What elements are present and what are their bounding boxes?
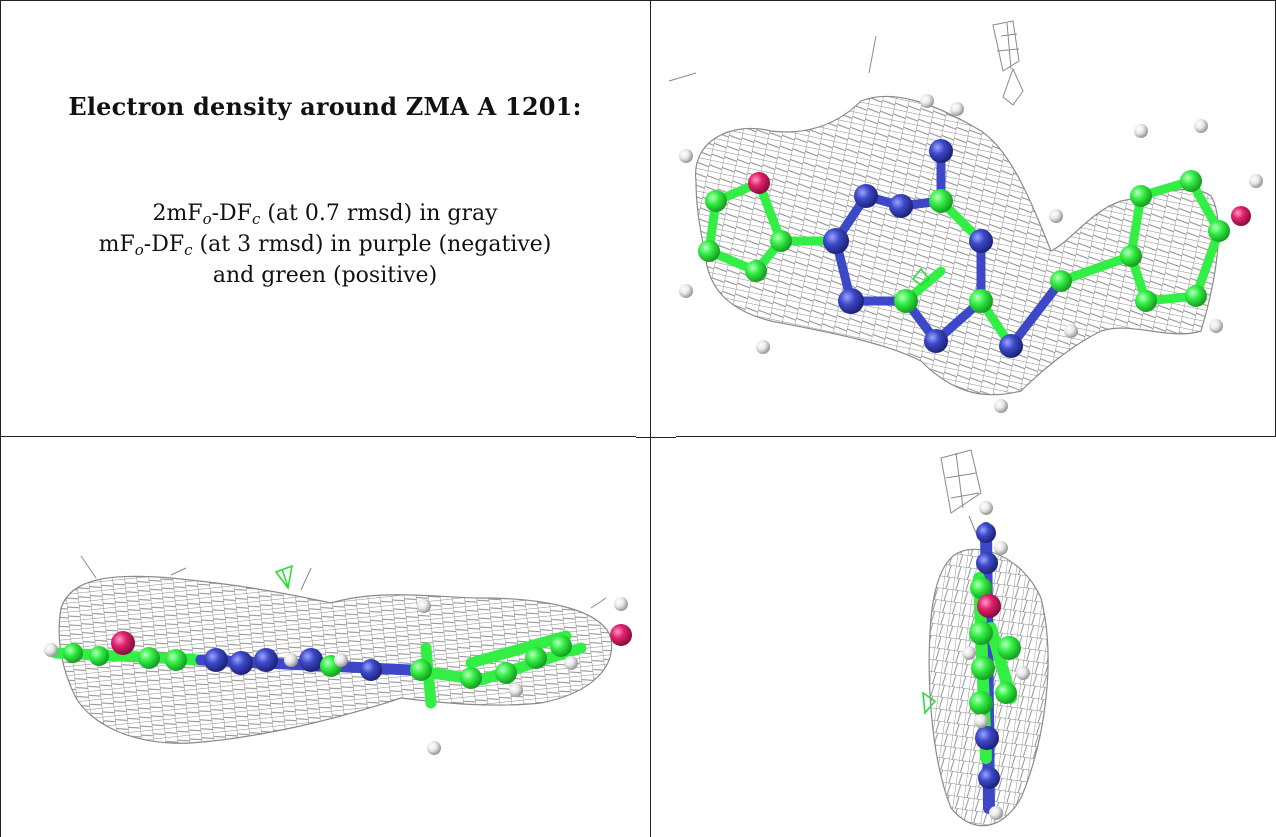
subscript: o (134, 241, 144, 259)
density-mesh (695, 95, 1220, 396)
table-divider-horizontal-right (676, 436, 1276, 437)
table-divider-horizontal-left (0, 436, 636, 437)
caption-line-2fo-dfc: 2mFo-DFc (at 0.7 rmsd) in gray (0, 198, 650, 229)
atoms (962, 501, 1030, 820)
caption-cell: Electron density around ZMA A 1201: 2mFo… (0, 0, 650, 437)
density-view-end-on (651, 438, 1275, 836)
table-divider-vertical (650, 0, 651, 837)
subscript: c (184, 241, 193, 259)
mesh-fragment (80, 555, 607, 609)
molecule-render-end-on (922, 449, 1049, 827)
density-view-edge-on (1, 438, 649, 836)
positive-difference-density (274, 564, 293, 590)
molecule-render-front (668, 20, 1263, 413)
table-border-left (0, 0, 1, 837)
subscript: o (202, 210, 212, 228)
caption-title: Electron density around ZMA A 1201: (68, 92, 582, 121)
table-border-top (0, 0, 1276, 1)
caption-text: (at 0.7 rmsd) in gray (260, 201, 498, 226)
caption-line-3: and green (positive) (212, 263, 438, 288)
positive-difference-density (911, 267, 931, 286)
mesh-fragment (668, 20, 1024, 106)
caption-text: 2mF (152, 201, 203, 226)
molecule-render-edge-on (44, 555, 632, 755)
atoms (679, 94, 1263, 413)
table-divider-horizontal-mid (636, 437, 676, 438)
caption-text: mF (98, 232, 135, 257)
mesh-fragment (940, 449, 982, 534)
positive-difference-density (922, 691, 937, 715)
caption-line-fo-dfc: mFo-DFc (at 3 rmsd) in purple (negative) (0, 229, 650, 260)
density-view-front (651, 1, 1275, 436)
atoms (44, 597, 632, 755)
caption-body: 2mFo-DFc (at 0.7 rmsd) in gray mFo-DFc (… (0, 198, 650, 291)
caption-text: (at 3 rmsd) in purple (negative) (192, 232, 552, 257)
subscript: c (251, 210, 261, 228)
caption-text: -DF (143, 232, 185, 257)
caption-text: -DF (211, 201, 252, 226)
